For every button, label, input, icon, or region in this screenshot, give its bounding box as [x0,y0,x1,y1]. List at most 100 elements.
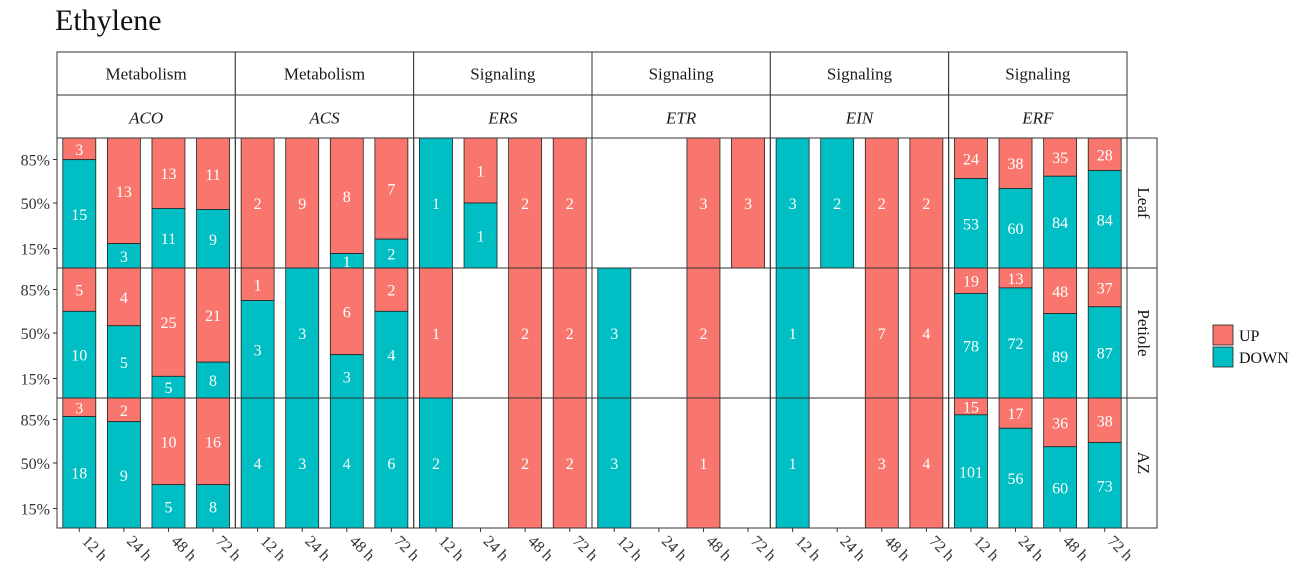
bar-segment-down [196,484,230,529]
bar-label-down: 2 [432,456,440,473]
strip-row-label: AZ [1134,452,1153,475]
bar-label-up: 16 [205,434,221,451]
strip-gene-label: ERS [487,109,518,128]
bar-segment-down [62,310,97,399]
bar-segment-up [196,397,230,486]
bar-segment-down [954,293,988,399]
bar-label-up: 13 [160,166,176,183]
x-tick-label: 48 h [168,533,200,565]
strip-gene-label: EIN [845,109,875,128]
legend-label-up: UP [1239,328,1260,345]
bar-label-down: 2 [833,196,841,213]
strip-category-label: Metabolism [106,65,187,84]
bar-label-down: 2 [387,247,395,264]
bar-segment-down [419,137,453,269]
bar-segment-down [954,414,988,529]
x-tick-label: 72 h [1104,533,1136,565]
bar-label-up: 9 [298,196,306,213]
bar-label-up: 3 [878,456,886,473]
bar-segment-up [196,267,230,363]
bar-label-up: 3 [744,196,752,213]
bar-segment-down [374,397,409,529]
bar-label-up: 25 [160,315,176,332]
bar-segment-down [998,427,1033,529]
bar-segment-down [151,208,186,269]
strip-category-label: Signaling [827,65,893,84]
bar-label-up: 3 [699,196,707,213]
bar-label-down: 1 [789,326,797,343]
bar-label-down: 1 [477,229,485,246]
bar-label-up: 5 [75,283,83,300]
bar-label-down: 8 [209,373,217,390]
bar-label-down: 56 [1008,471,1024,488]
bar-label-down: 5 [164,499,172,516]
x-tick-label: 12 h [435,533,467,565]
strip-category-3 [591,51,771,96]
bar-label-up: 24 [963,151,979,168]
bar-segment-down [196,361,230,399]
bar-segment-up [329,267,364,356]
strip-gene-5 [948,94,1128,139]
bar-segment-up [864,267,899,399]
bar-label-down: 3 [343,369,351,386]
bar-label-up: 48 [1052,284,1068,301]
bar-segment-up [1043,137,1078,177]
bar-segment-down [998,188,1033,269]
bar-label-down: 15 [71,207,87,224]
bar-label-up: 17 [1008,406,1024,423]
y-tick-label: 15% [21,242,50,259]
x-tick-label: 72 h [212,533,244,565]
bar-segment-down [285,267,320,399]
bar-label-up: 3 [75,142,83,159]
x-tick-label: 12 h [970,533,1002,565]
x-tick-label: 24 h [301,533,333,565]
x-tick-label: 72 h [391,533,423,565]
x-tick-label: 48 h [1059,533,1091,565]
bar-label-up: 2 [254,196,262,213]
legend-key-up [1212,324,1234,346]
bar-segment-down [240,397,275,529]
x-tick-label: 48 h [346,533,378,565]
bar-label-up: 21 [205,308,221,325]
bar-segment-up [731,137,765,269]
bar-label-down: 53 [963,216,979,233]
strip-category-1 [234,51,415,96]
bar-label-down: 72 [1008,336,1024,353]
bar-label-down: 3 [610,456,618,473]
bar-label-up: 2 [521,326,529,343]
bar-label-up: 2 [922,196,930,213]
strip-gene-2 [413,94,593,139]
bar-segment-up [864,397,899,529]
x-tick-label: 72 h [926,533,958,565]
x-tick-label: 12 h [792,533,824,565]
legend-label-down: DOWN [1239,350,1289,367]
y-tick-label: 50% [21,326,50,343]
bar-label-up: 2 [120,403,128,420]
bar-segment-down [820,137,855,269]
bar-label-down: 5 [164,380,172,397]
bar-label-up: 19 [963,274,979,291]
strip-gene-label: ACO [128,109,163,128]
bar-label-up: 15 [963,399,979,416]
bar-label-down: 101 [959,464,983,481]
bar-label-down: 8 [209,499,217,516]
bar-label-down: 3 [610,326,618,343]
y-tick-label: 15% [21,502,50,519]
y-tick-label: 50% [21,456,50,473]
bar-label-down: 84 [1097,212,1113,229]
strip-category-2 [413,51,593,96]
bar-segment-down [1043,175,1078,269]
bar-label-down: 3 [298,456,306,473]
bar-label-up: 11 [205,167,220,184]
bar-label-up: 3 [75,400,83,417]
bar-label-up: 28 [1097,147,1113,164]
bar-label-up: 1 [477,164,485,181]
bar-segment-up [1043,397,1078,448]
bar-label-up: 13 [1008,271,1024,288]
strip-gene-label: ETR [665,109,697,128]
bar-label-up: 13 [116,184,132,201]
bar-label-down: 3 [120,249,128,266]
bar-segment-down [775,397,810,529]
strip-category-5 [948,51,1128,96]
